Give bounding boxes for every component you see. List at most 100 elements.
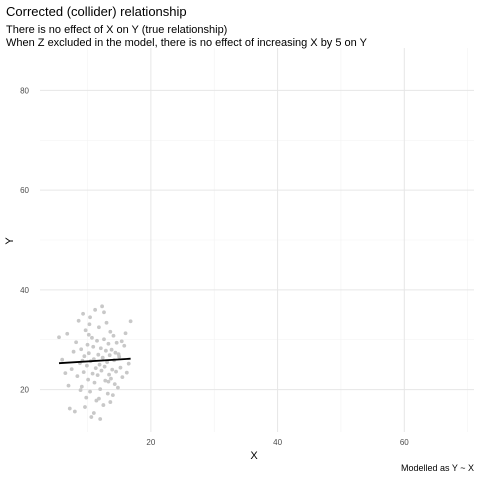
scatter-point (57, 335, 61, 340)
scatter-point (90, 335, 94, 340)
scatter-point (110, 393, 115, 397)
scatter-point (118, 365, 123, 370)
scatter-point (100, 355, 105, 360)
scatter-point (88, 389, 92, 394)
chart-subtitle-line-1: There is no effect of X on Y (true relat… (6, 24, 228, 36)
y-axis-label: Y (4, 237, 16, 245)
scatter-point (101, 403, 106, 407)
scatter-point (102, 310, 106, 315)
scatter-point (76, 318, 81, 323)
scatter-point (69, 367, 74, 372)
scatter-point (90, 371, 95, 376)
scatter-point (104, 320, 109, 325)
scatter-point (106, 341, 111, 346)
scatter-point (105, 360, 110, 365)
scatter-point (95, 373, 100, 378)
scatter-point (97, 362, 102, 367)
scatter-point (113, 350, 118, 355)
x-axis-label: X (250, 450, 258, 462)
scatter-point (110, 367, 115, 372)
scatter-point (91, 411, 96, 415)
minor-gridlines (40, 48, 474, 432)
scatter-point (119, 339, 124, 344)
scatter-point (75, 374, 80, 379)
scatter-point (122, 343, 127, 348)
scatter-point (65, 331, 70, 336)
scatter-point (78, 388, 83, 393)
scatter-point (109, 347, 114, 352)
scatter-point (116, 385, 120, 390)
y-tick-labels: 20 40 60 80 (20, 86, 29, 394)
scatter-point (93, 307, 98, 312)
scatter-point (92, 380, 97, 385)
x-tick-label: 20 (146, 438, 155, 447)
scatter-point (114, 369, 118, 374)
scatter-point (81, 311, 85, 316)
scatter-point (63, 371, 68, 376)
scatter-point (93, 366, 98, 371)
scatter-point (97, 325, 101, 330)
scatter-point (86, 332, 91, 337)
scatter-point (99, 368, 104, 373)
scatter-point (83, 405, 87, 409)
scatter-point (79, 384, 84, 389)
scatter-point (103, 378, 108, 383)
scatter-point (83, 328, 88, 333)
scatter-point (98, 346, 103, 351)
scatter-point (66, 383, 71, 388)
scatter-point (124, 370, 129, 375)
scatter-point (120, 375, 125, 380)
scatter-point (86, 351, 91, 356)
scatter-point (84, 363, 89, 368)
scatter-point (116, 352, 121, 357)
scatter-point (84, 395, 89, 400)
scatter-point (107, 372, 111, 377)
scatter-point (105, 391, 110, 396)
scatter-point (71, 349, 76, 354)
scatter-point (100, 304, 104, 309)
scatter-point (87, 322, 92, 327)
scatter-point (103, 348, 108, 353)
scatter-point (79, 347, 84, 352)
scatter-point (106, 379, 111, 384)
y-tick-label: 60 (20, 186, 29, 195)
scatter-point (107, 353, 112, 358)
x-tick-label: 40 (273, 438, 282, 447)
scatter-point (123, 331, 128, 336)
scatter-point (126, 361, 131, 366)
y-tick-label: 80 (20, 86, 29, 95)
x-tick-labels: 20 40 60 (146, 438, 409, 447)
scatter-point (85, 342, 90, 347)
scatter-point (102, 337, 106, 342)
scatter-point (88, 315, 92, 320)
scatter-point (102, 364, 107, 369)
scatter-point (97, 396, 101, 401)
scatter-point (60, 357, 65, 362)
scatter-point (95, 338, 99, 343)
scatter-point (111, 333, 116, 338)
scatter-point (67, 406, 72, 411)
scatter-point (81, 370, 86, 375)
scatter-point (89, 415, 94, 419)
scatter-point (98, 417, 103, 421)
chart-caption: Modelled as Y ~ X (401, 463, 474, 473)
y-tick-label: 20 (20, 386, 29, 395)
major-gridlines (40, 48, 474, 432)
scatter-point (108, 400, 113, 404)
scatter-point (98, 387, 103, 392)
scatter-point (108, 329, 113, 334)
scatter-point (96, 352, 101, 357)
chart-title: Corrected (collider) relationship (6, 4, 187, 19)
scatter-point (114, 340, 119, 345)
scatter-point (109, 376, 113, 381)
y-tick-label: 40 (20, 286, 29, 295)
scatter-point (91, 344, 96, 349)
scatter-points (57, 304, 133, 421)
x-tick-label: 60 (400, 438, 409, 447)
scatter-point (86, 377, 91, 382)
fit-line (58, 357, 131, 365)
fit-line-group (58, 357, 131, 365)
chart-subtitle-line-2: When Z excluded in the model, there is n… (6, 37, 367, 49)
scatter-point (82, 354, 87, 359)
